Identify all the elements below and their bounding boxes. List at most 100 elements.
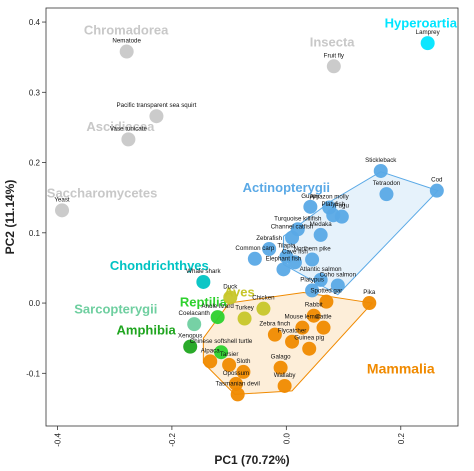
y-tick-label: 0.1 [29, 229, 41, 238]
point-label: Turkey [235, 305, 255, 312]
point-label: Tarsier [220, 351, 239, 358]
point-label: Fruit fly [324, 52, 345, 59]
point-label: Duck [223, 283, 238, 290]
point-label: Medaka [310, 221, 333, 228]
point-label: Fugu [335, 203, 350, 210]
point-atlantic-salmon [313, 272, 328, 287]
point-label: Elephant fish [266, 255, 302, 262]
point-label: Lamprey [416, 29, 441, 36]
point-label: Channel catfish [271, 224, 314, 231]
group-label-insecta: Insecta [310, 35, 356, 50]
point-tasmanian-devil [230, 387, 245, 402]
point-label: Guinea pig [294, 335, 324, 342]
point-label: Chicken [252, 295, 275, 302]
point-channel-catfish [285, 230, 300, 245]
point-label: Flycatcher [278, 328, 307, 335]
point-label: Sloth [236, 358, 251, 365]
point-rabbit [306, 308, 321, 323]
y-tick-label: 0.2 [29, 159, 41, 168]
x-tick-label: -0.2 [168, 432, 177, 446]
x-axis-title: PC1 (70.72%) [214, 453, 289, 467]
point-yeast [55, 203, 70, 218]
group-label-sarcopterygii: Sarcopterygii [74, 302, 157, 317]
point-common-carp [247, 251, 262, 266]
point-label: Stickleback [365, 157, 397, 164]
point-medaka [313, 227, 328, 242]
point-duck [223, 290, 238, 305]
axis-ticks: -0.4 -0.2 0.0 0.2 -0.1 0.0 0.1 0.2 0.3 0.4 [26, 18, 406, 447]
point-mouse-lemur [295, 320, 310, 335]
point-label: Coelacanth [179, 310, 211, 317]
point-chicken [256, 301, 271, 316]
point-label: Zebrafish [256, 235, 282, 242]
point-label: Anole lizard [201, 303, 234, 310]
point-wallaby [277, 378, 292, 393]
point-fruit-fly [326, 59, 341, 74]
point-northern-pike [305, 252, 320, 267]
point-label: Tilapia [277, 243, 296, 250]
group-labels: Chromadorea Insecta Hyperoartia Ascidiacea S… [47, 16, 458, 377]
point-galago [273, 360, 288, 375]
point-coelacanth [187, 317, 202, 332]
point-label: Yeast [54, 196, 70, 203]
point-label: Tasmanian devil [216, 380, 260, 387]
point-opossum [228, 376, 243, 391]
point-label: Rabbit [305, 302, 323, 309]
point-turkey [237, 311, 252, 326]
point-label: Common carp [235, 245, 274, 252]
point-coho-salmon [330, 278, 345, 293]
point-label: Atlantic salmon [300, 266, 343, 273]
point-chinese-softshell-turtle [214, 345, 229, 360]
point-label: Coho salmon [320, 271, 357, 278]
point-label: Turquoise killifish [274, 215, 322, 222]
point-sloth [236, 364, 251, 379]
point-guinea-pig [302, 341, 317, 356]
point-elephant-fish [276, 262, 291, 277]
point-cave-fish [287, 255, 302, 270]
point-label: Platyfish [322, 201, 346, 208]
point-label: Vase tunicate [110, 125, 148, 132]
point-label: Whale shark [186, 268, 221, 275]
point-label: Platypus [300, 276, 324, 283]
point-stickleback [373, 163, 388, 178]
group-label-chondrichthyes: Chondrichthyes [110, 258, 209, 273]
point-label: Cattle [315, 314, 332, 321]
point-alpaca [203, 354, 218, 369]
point-pika [362, 296, 377, 311]
point-spotted-gar [319, 294, 334, 309]
group-label-amphibia: Amphibia [117, 323, 177, 338]
point-label: Guppy [301, 193, 320, 200]
point-label: Galago [271, 354, 292, 361]
point-fugu [334, 209, 349, 224]
point-cod [429, 183, 444, 198]
point-label: Xenopus [178, 333, 202, 340]
point-labels: Nematode Fruit fly Lamprey Pacific transpar… [54, 29, 443, 387]
group-label-reptilia: Reptilia [180, 295, 228, 310]
point-flycatcher [285, 334, 300, 349]
y-axis-title: PC2 (11.14%) [3, 180, 17, 255]
plot-area [45, 7, 459, 427]
x-tick-label: 0.2 [397, 432, 406, 444]
point-label: Pacific transparent sea squirt [117, 102, 197, 109]
point-label: Alpaca [201, 347, 220, 354]
point-label: Spotted gar [310, 288, 342, 295]
point-label: Nematode [112, 38, 141, 45]
group-label-saccharomycetes: Saccharomycetes [47, 186, 158, 201]
y-tick-label: 0.3 [29, 88, 41, 97]
point-label: Cod [431, 177, 443, 184]
point-pacific-transparent-sea-squirt [149, 109, 164, 124]
y-tick-label: -0.1 [26, 369, 40, 378]
point-guppy [303, 199, 318, 214]
point-whale-shark [196, 274, 211, 289]
group-label-chromadorea: Chromadorea [84, 23, 169, 38]
data-points [55, 36, 444, 402]
point-anole-lizard [210, 310, 225, 325]
point-label: Mouse lemur [284, 314, 320, 321]
point-tarsier [222, 357, 237, 372]
point-lamprey [420, 36, 435, 51]
point-label: Amazon molly [310, 194, 350, 201]
point-zebrafish [262, 241, 277, 256]
point-label: Cave fish [282, 248, 308, 255]
point-label: Opossum [223, 370, 249, 377]
